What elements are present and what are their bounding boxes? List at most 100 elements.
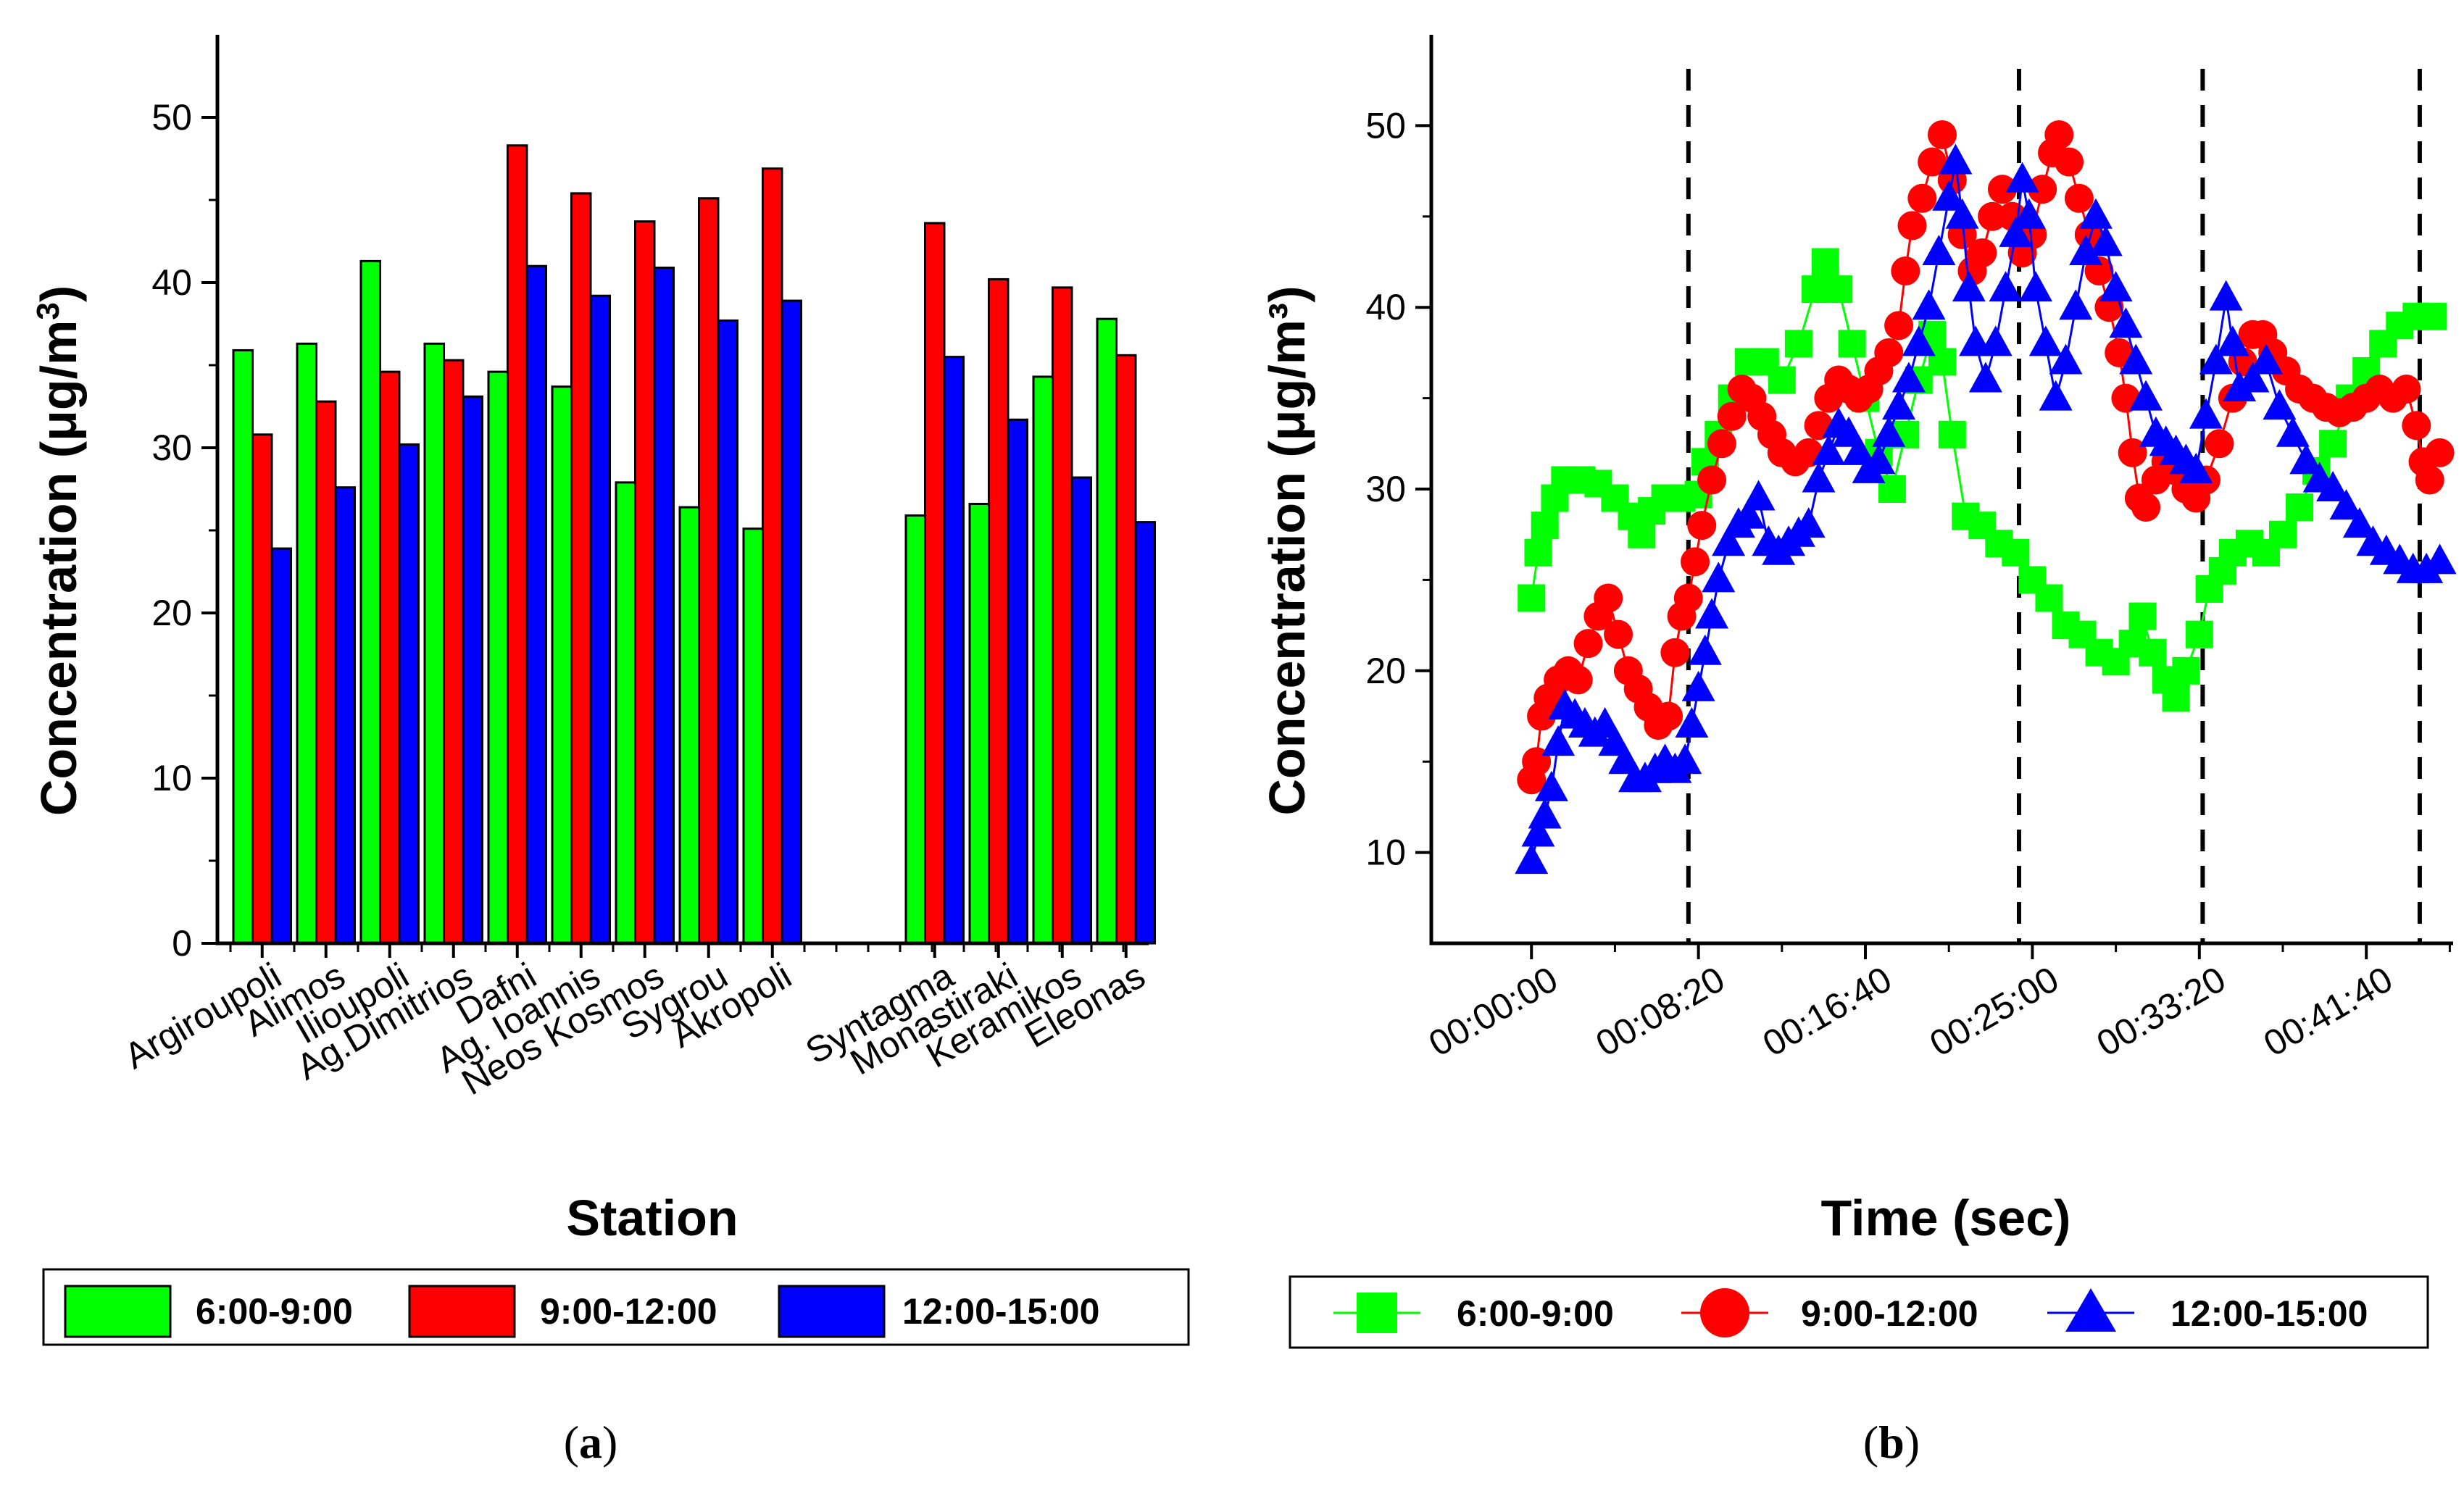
triangle-marker bbox=[1702, 562, 1736, 593]
bar bbox=[443, 359, 465, 945]
triangle-marker bbox=[1812, 434, 1846, 465]
legend-triangle-marker bbox=[2065, 1288, 2116, 1332]
legend-label-12-15: 12:00-15:00 bbox=[902, 1291, 1099, 1332]
triangle-marker bbox=[2119, 343, 2153, 375]
series-square bbox=[1518, 248, 2447, 712]
x-tick-label: 00:16:40 bbox=[1756, 959, 1899, 1064]
circle-marker bbox=[1654, 701, 1683, 731]
triangle-marker bbox=[1862, 443, 1896, 475]
triangle-marker bbox=[1688, 634, 1722, 665]
legend-swatch-12-15 bbox=[778, 1285, 886, 1338]
triangle-marker bbox=[1999, 216, 2033, 247]
panel-b-y-axis-label: Concentration (μg/m³) bbox=[1259, 285, 1315, 815]
triangle-marker bbox=[2109, 307, 2143, 338]
triangle-marker bbox=[1882, 389, 1916, 420]
square-marker bbox=[1518, 584, 1546, 612]
triangle-marker bbox=[2276, 416, 2310, 447]
triangle-marker bbox=[1891, 362, 1926, 393]
square-marker bbox=[2139, 638, 2167, 667]
triangle-marker bbox=[1528, 798, 1562, 829]
triangle-marker bbox=[1741, 480, 1776, 511]
triangle-marker bbox=[1681, 670, 1715, 701]
triangle-marker bbox=[1945, 198, 1979, 229]
bar bbox=[1096, 317, 1117, 945]
triangle-marker bbox=[2199, 343, 2233, 375]
circle-marker bbox=[1987, 175, 2017, 204]
circle-marker bbox=[1594, 583, 1623, 613]
triangle-marker bbox=[2209, 280, 2243, 311]
bar bbox=[251, 433, 273, 945]
bar bbox=[1007, 418, 1028, 945]
bar bbox=[589, 294, 611, 945]
panel-a-legend-frame bbox=[42, 1268, 1190, 1346]
circle-marker bbox=[1573, 629, 1603, 659]
bar bbox=[717, 319, 738, 945]
bar bbox=[1052, 286, 1073, 945]
triangle-marker bbox=[1534, 770, 1568, 801]
triangle-marker bbox=[1668, 743, 1702, 775]
circle-marker bbox=[1687, 511, 1717, 540]
panel-b-y-ticks: 10 20 30 40 50 bbox=[1365, 105, 1431, 873]
x-tick-label: 00:08:20 bbox=[1589, 959, 1732, 1064]
circle-marker bbox=[1717, 401, 1747, 431]
panel-b-line-chart: 10 20 30 40 50 00:00:00 00:08:20 00:16:40 00:25… bbox=[1259, 35, 2457, 1468]
circle-marker bbox=[1918, 147, 1947, 177]
circle-marker bbox=[1968, 238, 1997, 267]
circle-marker bbox=[2131, 493, 2161, 522]
square-marker bbox=[1768, 366, 1796, 394]
square-marker bbox=[1838, 330, 1866, 358]
bar bbox=[1070, 476, 1092, 945]
triangle-marker bbox=[2329, 489, 2363, 520]
triangle-marker bbox=[2249, 343, 2283, 375]
triangle-marker bbox=[1712, 525, 1746, 556]
square-marker bbox=[1811, 248, 1839, 276]
triangle-marker bbox=[1802, 462, 1836, 493]
bar bbox=[1134, 521, 1156, 945]
triangle-marker bbox=[1932, 180, 1966, 211]
y-tick-label: 40 bbox=[1365, 287, 1406, 327]
bar bbox=[334, 486, 356, 945]
bar bbox=[678, 506, 700, 945]
y-tick-label: 0 bbox=[172, 923, 192, 964]
panel-b-series bbox=[1515, 120, 2457, 875]
y-tick-label: 20 bbox=[151, 593, 192, 633]
bar bbox=[359, 259, 381, 945]
bar bbox=[698, 197, 720, 945]
bar bbox=[653, 266, 675, 945]
circle-marker bbox=[1660, 638, 1690, 667]
triangle-marker bbox=[2263, 389, 2297, 420]
y-tick-label: 30 bbox=[151, 427, 192, 468]
circle-marker bbox=[1928, 120, 1957, 149]
square-marker bbox=[1628, 520, 1656, 548]
bar bbox=[525, 264, 547, 945]
triangle-marker bbox=[2019, 271, 2053, 302]
bar bbox=[570, 192, 592, 945]
triangle-marker bbox=[1912, 289, 1946, 320]
y-tick-label: 50 bbox=[1365, 105, 1406, 146]
circle-marker bbox=[1884, 311, 1914, 341]
triangle-marker bbox=[2059, 289, 2093, 320]
square-marker bbox=[2269, 520, 2297, 548]
triangle-marker bbox=[1968, 362, 2002, 393]
bar bbox=[487, 370, 509, 945]
legend-swatch-6-9 bbox=[64, 1285, 172, 1338]
panel-b-caption: (b) bbox=[1863, 1416, 1920, 1468]
circle-marker bbox=[2064, 183, 2094, 213]
legend-circle-marker bbox=[1700, 1288, 1749, 1337]
circle-marker bbox=[1604, 619, 1633, 649]
bar bbox=[943, 356, 965, 945]
triangle-marker bbox=[1902, 325, 1936, 356]
triangle-marker bbox=[1695, 598, 1729, 629]
triangle-marker bbox=[1791, 507, 1826, 538]
bar bbox=[904, 514, 926, 945]
bar bbox=[781, 299, 802, 945]
triangle-marker bbox=[1952, 271, 1986, 302]
x-tick-label: 00:25:00 bbox=[1923, 959, 2065, 1064]
bar bbox=[462, 395, 483, 945]
triangle-marker bbox=[2179, 452, 2213, 483]
circle-marker bbox=[2415, 465, 2444, 495]
circle-marker bbox=[2044, 120, 2074, 149]
triangle-marker bbox=[2215, 325, 2249, 356]
series-triangle bbox=[1515, 143, 2457, 875]
triangle-marker bbox=[1939, 143, 1973, 175]
